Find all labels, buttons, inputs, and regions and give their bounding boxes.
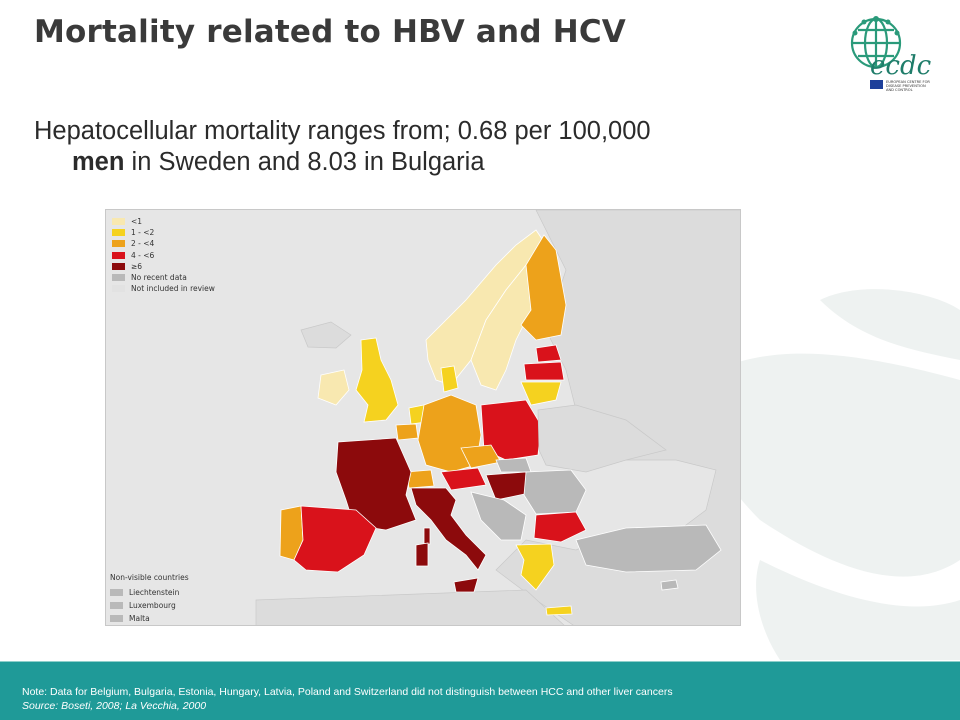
nonvisible-item: Liechtenstein [110, 586, 189, 599]
greece [515, 543, 555, 591]
legend-item: <1 [112, 216, 215, 227]
nonvisible-item: Luxembourg [110, 599, 189, 612]
legend-item: No recent data [112, 272, 215, 283]
footer-source: Source: Boseti, 2008; La Vecchia, 2000 [22, 700, 207, 712]
france [335, 437, 417, 531]
legend-swatch [112, 285, 125, 293]
bulgaria [533, 511, 587, 543]
nonvisible-title: Non-visible countries [110, 573, 189, 582]
legend-swatch [112, 218, 125, 226]
legend-swatch [110, 602, 123, 609]
turkey [575, 524, 722, 573]
legend-swatch [112, 274, 125, 282]
corsica [423, 527, 431, 545]
eastern-region [537, 404, 667, 473]
map-legend: <1 1 - <2 2 - <4 4 - <6 ≥6 No recent dat… [112, 216, 215, 294]
lithuania [520, 381, 562, 406]
balkans [470, 491, 527, 541]
legend-item: Not included in review [112, 283, 215, 294]
belgium [395, 423, 419, 441]
slide-title: Mortality related to HBV and HCV [34, 14, 626, 50]
footer-note-text: Note: Data for Belgium, Bulgaria, Estoni… [22, 686, 673, 698]
united-kingdom [355, 337, 399, 423]
legend-swatch [112, 240, 125, 248]
legend-swatch [112, 229, 125, 237]
legend-item: 1 - <2 [112, 227, 215, 238]
legend-swatch [112, 251, 125, 259]
spain [293, 505, 377, 573]
legend-item: 2 - <4 [112, 238, 215, 249]
svg-text:AND CONTROL: AND CONTROL [886, 88, 913, 92]
legend-item: 4 - <6 [112, 250, 215, 261]
iceland [300, 321, 352, 349]
austria [440, 467, 487, 491]
sicily [453, 577, 479, 593]
body-line-1: Hepatocellular mortality ranges from; 0.… [34, 117, 651, 145]
latvia [523, 361, 565, 381]
italy [410, 487, 487, 571]
sardinia [415, 542, 429, 567]
cyprus [660, 579, 679, 591]
legend-swatch [110, 615, 123, 622]
ireland [317, 369, 350, 406]
footer-note: Note: Data for Belgium, Bulgaria, Estoni… [22, 685, 673, 713]
north-africa [255, 589, 565, 625]
map-svg [106, 210, 740, 625]
nonvisible-item: Malta [110, 612, 189, 625]
nonvisible-countries: Non-visible countries Liechtenstein Luxe… [108, 573, 189, 625]
europe-choropleth-map: <1 1 - <2 2 - <4 4 - <6 ≥6 No recent dat… [105, 209, 741, 626]
body-line-2: men in Sweden and 8.03 in Bulgaria [72, 148, 485, 176]
legend-item: ≥6 [112, 261, 215, 272]
slovakia [495, 457, 532, 473]
svg-text:EUROPEAN CENTRE FOR: EUROPEAN CENTRE FOR [886, 80, 930, 84]
svg-text:DISEASE PREVENTION: DISEASE PREVENTION [886, 84, 926, 88]
body-bold-word: men [72, 148, 125, 176]
estonia [535, 344, 562, 363]
ecdc-logo: ecdc EUROPEAN CENTRE FOR DISEASE PREVENT… [850, 16, 932, 92]
footer-band [0, 662, 960, 720]
legend-swatch [110, 589, 123, 596]
body-text: Hepatocellular mortality ranges from; 0.… [34, 116, 834, 178]
finland [520, 234, 567, 341]
crete [545, 605, 573, 616]
logo-wordmark: ecdc [870, 51, 932, 81]
legend-swatch [112, 262, 125, 270]
denmark [440, 365, 459, 393]
